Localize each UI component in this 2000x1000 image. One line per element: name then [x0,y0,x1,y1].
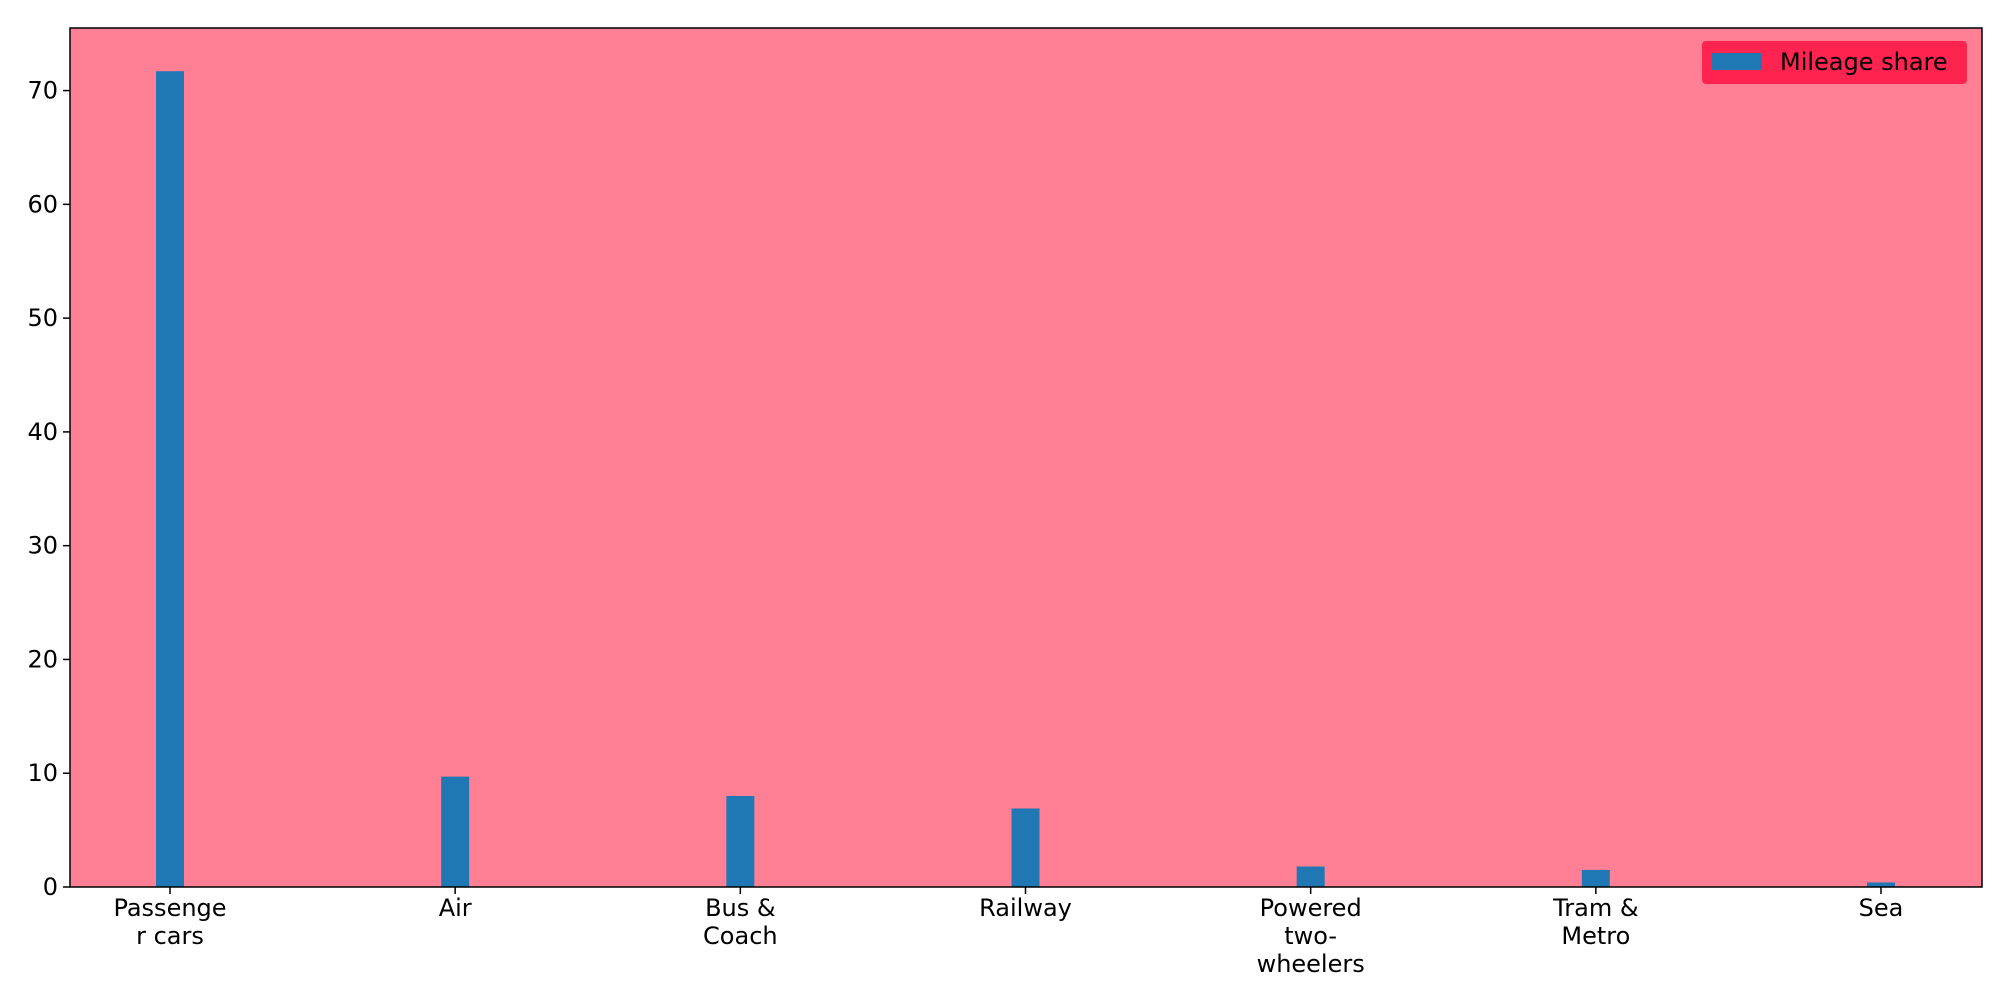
x-tick-label-4: Powered two-wheelers [1257,894,1365,978]
y-axis: 0 10 20 30 40 50 60 70 [27,77,70,901]
bars-group [156,71,1895,887]
x-tick-label-6: Sea [1859,894,1904,922]
y-tick-label-2: 20 [27,645,58,673]
y-tick-label-7: 70 [27,77,58,105]
bar-2 [726,795,755,887]
plot-frame [69,27,1983,888]
bar-0 [156,71,184,887]
y-tick-label-0: 0 [43,873,58,901]
x-tick-label-3: Railway [979,894,1072,922]
y-tick-label-6: 60 [27,190,58,218]
bar-4 [1296,866,1325,887]
y-tick-label-3: 30 [27,532,58,560]
y-tick-label-4: 40 [27,418,58,446]
plot-area [70,28,1982,887]
legend-label: Mileage share [1780,48,1948,76]
legend-box [1702,41,1967,84]
bar-6 [1867,882,1895,887]
legend: Mileage share [1702,41,1967,84]
bar-1 [441,776,470,887]
x-axis: Passenge r cars Air Bus & Coach Railway Powere… [113,887,1903,978]
x-tick-label-5: Tram & Metro [1552,894,1638,950]
bar-3 [1011,808,1040,887]
legend-swatch [1712,53,1762,70]
bar-5 [1581,869,1610,887]
x-tick-label-1: Air [439,894,472,922]
y-tick-label-5: 50 [27,304,58,332]
y-tick-label-1: 10 [27,759,58,787]
x-tick-label-0: Passenge r cars [113,894,226,950]
x-tick-label-2: Bus & Coach [703,894,778,950]
